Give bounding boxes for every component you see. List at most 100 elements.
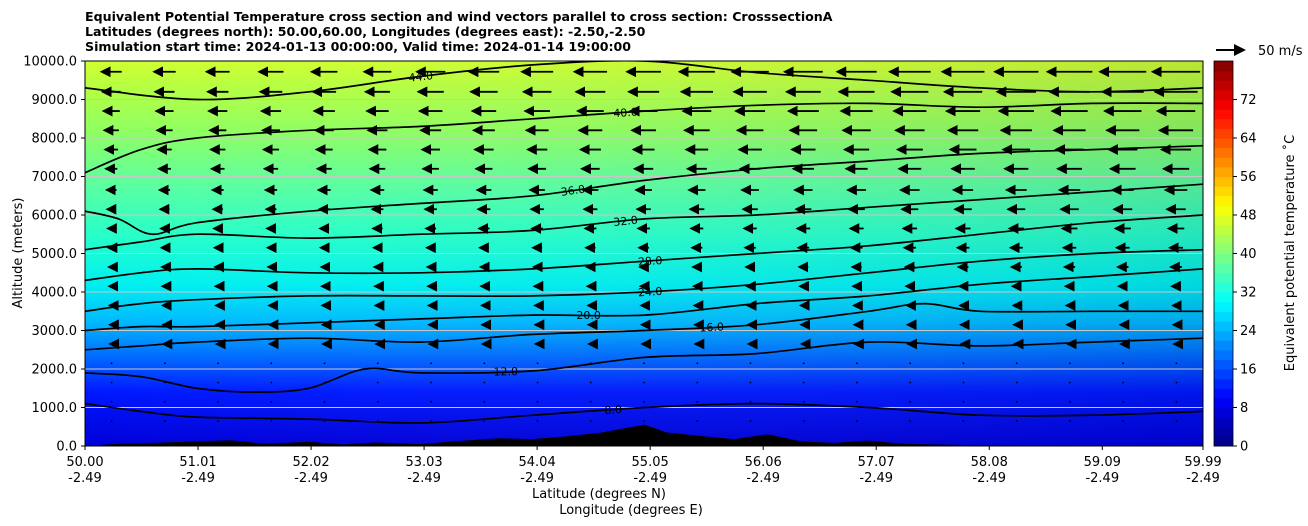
wind-vector: [430, 362, 432, 365]
wind-vector: [1069, 400, 1071, 403]
colorbar-segment: [1214, 311, 1233, 322]
x-axis: 50.00-2.4951.01-2.4952.02-2.4953.03-2.49…: [66, 446, 1222, 486]
wind-vector: [802, 400, 805, 403]
colorbar-segment: [1214, 301, 1233, 312]
wind-vector: [749, 362, 752, 365]
wind-vector: [483, 381, 486, 384]
title-line-3: Simulation start time: 2024-01-13 00:00:…: [85, 39, 632, 54]
x-tick-label-lon: -2.49: [746, 471, 780, 486]
colorbar-segment: [1214, 426, 1233, 437]
x-tick-label-lon: -2.49: [520, 471, 554, 486]
wind-vector: [376, 362, 379, 365]
x-tick-label-lat: 59.09: [1084, 455, 1121, 470]
colorbar-segment: [1214, 417, 1233, 428]
x-tick-label-lat: 51.01: [179, 455, 216, 470]
wind-vector: [430, 381, 432, 384]
colorbar-segment: [1214, 186, 1233, 197]
wind-vector: [536, 362, 539, 365]
chart-title: Equivalent Potential Temperature cross s…: [85, 9, 833, 54]
wind-vector: [696, 420, 699, 422]
wind-vector: [1069, 381, 1071, 384]
wind-vector: [696, 362, 699, 365]
wind-vector: [323, 362, 326, 365]
x-tick-label-lat: 58.08: [971, 455, 1008, 470]
contour-line: [85, 61, 1203, 101]
wind-vector: [909, 381, 912, 384]
wind-vector: [909, 420, 912, 422]
wind-vector: [909, 400, 912, 403]
y-tick-label: 2000.0: [32, 363, 78, 378]
wind-vector: [962, 400, 965, 403]
colorbar-label: Equivalent potential temperature ˚C: [1282, 135, 1298, 371]
wind-vector: [749, 420, 752, 422]
wind-vector: [1069, 420, 1071, 422]
colorbar-segment: [1214, 397, 1233, 409]
colorbar-tick-label: 56: [1240, 170, 1257, 185]
wind-vector: [589, 362, 592, 365]
colorbar-segment: [1214, 61, 1233, 72]
x-tick-label-lon: -2.49: [972, 471, 1006, 486]
wind-vector: [376, 381, 379, 384]
x-tick-label-lat: 50.00: [66, 455, 103, 470]
wind-vector: [430, 400, 432, 403]
wind-vector: [643, 420, 645, 422]
colorbar-segment: [1214, 147, 1233, 158]
wind-vector: [163, 362, 166, 365]
colorbar: 0 8 16 24 32 40 48 56 64 72: [1213, 60, 1257, 455]
y-tick-label: 4000.0: [32, 286, 78, 301]
wind-vector: [856, 400, 858, 403]
wind-reference-label: 50 m/s: [1258, 44, 1303, 59]
wind-vector: [962, 420, 965, 422]
colorbar-segment: [1214, 320, 1233, 332]
x-tick-label-lat: 52.02: [292, 455, 329, 470]
wind-vector: [1175, 400, 1178, 403]
wind-vector: [643, 400, 645, 403]
wind-vector: [483, 362, 486, 365]
x-tick-label-lat: 57.07: [858, 455, 895, 470]
wind-vector: [962, 362, 965, 365]
y-tick-label: 5000.0: [32, 247, 78, 262]
y-tick-label: 1000.0: [32, 401, 78, 416]
wind-vector: [217, 420, 219, 422]
colorbar-segment: [1214, 128, 1233, 139]
colorbar-tick-label: 64: [1240, 132, 1257, 147]
contour-label: 8.0: [604, 403, 622, 417]
x-tick-label-lat: 54.04: [519, 455, 556, 470]
contour-label: 12.0: [493, 365, 518, 378]
x-tick-label-lat: 56.06: [745, 455, 782, 470]
contour-line: [85, 337, 1203, 393]
x-axis-label-latitude: Latitude (degrees N): [532, 487, 666, 502]
wind-vector: [323, 400, 326, 403]
contour-label: 36.0: [560, 183, 586, 199]
colorbar-segment: [1214, 378, 1233, 389]
x-tick-label-lon: -2.49: [633, 471, 667, 486]
colorbar-tick-label: 48: [1240, 209, 1257, 224]
colorbar-segment: [1214, 292, 1233, 303]
wind-vector: [536, 420, 539, 422]
colorbar-tick-label: 0: [1240, 440, 1248, 455]
wind-vector: [217, 381, 219, 384]
wind-vector: [323, 420, 326, 422]
colorbar-segment: [1214, 215, 1233, 226]
wind-vector: [110, 362, 113, 365]
colorbar-tick-label: 72: [1240, 93, 1257, 108]
wind-vector: [430, 420, 432, 422]
wind-vector: [802, 381, 805, 384]
wind-vector: [163, 400, 166, 403]
wind-vector: [589, 420, 592, 422]
wind-vector: [1015, 400, 1018, 403]
colorbar-segment: [1214, 157, 1233, 168]
y-axis: 0.0 1000.0 2000.0 3000.0 4000.0 5000.0 6000.0 7…: [23, 55, 85, 455]
x-tick-label-lon: -2.49: [1085, 471, 1119, 486]
colorbar-segment: [1214, 272, 1233, 283]
wind-vector: [962, 381, 965, 384]
contour-line: [85, 402, 1203, 424]
contour-line: [85, 214, 1203, 282]
y-tick-label: 8000.0: [32, 132, 78, 147]
wind-vector: [856, 420, 858, 422]
colorbar-segment: [1214, 118, 1233, 129]
wind-vector: [376, 400, 379, 403]
colorbar-segment: [1214, 99, 1233, 110]
colorbar-segment: [1214, 340, 1233, 351]
wind-vector: [749, 381, 752, 384]
